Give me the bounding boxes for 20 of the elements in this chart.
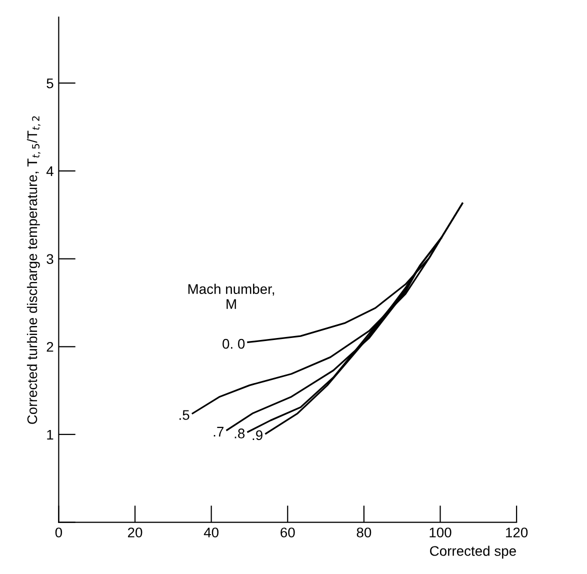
x-tick-label: 0 bbox=[55, 528, 62, 538]
x-tick-label: 120 bbox=[506, 528, 528, 538]
x-tick-label: 100 bbox=[430, 528, 452, 538]
series-label: .9 bbox=[252, 430, 262, 440]
x-tick-label: 80 bbox=[356, 528, 372, 538]
y-tick-label: 1 bbox=[47, 430, 54, 440]
series-label: .5 bbox=[180, 410, 190, 420]
series-label: 0. 0 bbox=[222, 338, 245, 349]
x-tick-label: 40 bbox=[204, 528, 218, 538]
x-tick-label: 20 bbox=[128, 528, 142, 538]
x-axis-title: Corrected spe bbox=[430, 546, 516, 559]
series-label: .8 bbox=[234, 428, 245, 438]
x-tick-label: 60 bbox=[280, 528, 295, 538]
y-tick-label: 4 bbox=[46, 166, 54, 176]
y-tick-label: 2 bbox=[46, 342, 54, 352]
y-axis-title: Corrected turbine discharge temperature, T$_{t,5}$/T$_{t,2}$ bbox=[26, 116, 40, 424]
series-label: .7 bbox=[214, 426, 224, 436]
y-tick-label: 3 bbox=[46, 254, 54, 264]
y-tick-label: 5 bbox=[46, 78, 54, 88]
legend-title: Mach number, M bbox=[188, 284, 274, 309]
